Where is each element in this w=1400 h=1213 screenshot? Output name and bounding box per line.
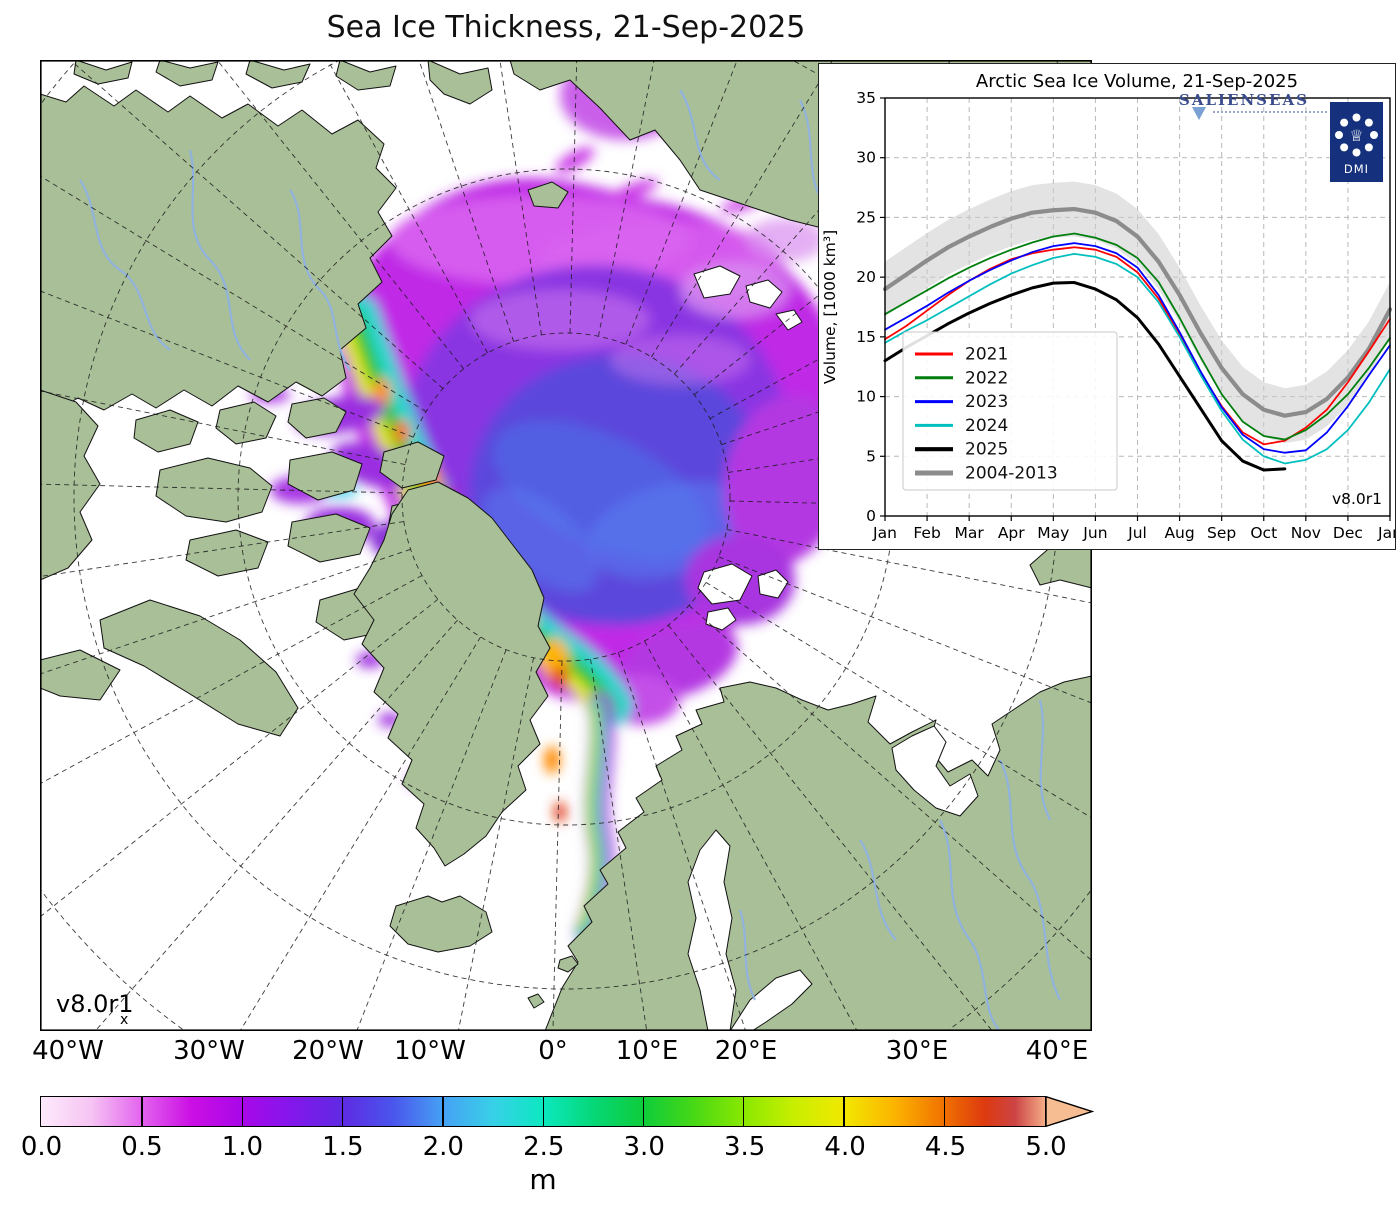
map-longitude-label: 10°W	[394, 1036, 466, 1066]
colorbar-tick-label: 1.5	[322, 1132, 364, 1162]
salienseas-logo: SALIENSEAS	[1179, 90, 1344, 130]
chart-x-tick-label: Feb	[913, 524, 940, 542]
legend-label: 2024	[965, 416, 1008, 436]
chart-x-tick-label: Sep	[1207, 524, 1236, 542]
chart-x-tick-label: Oct	[1250, 524, 1277, 542]
map-version-label: v8.0r1	[56, 990, 134, 1018]
latitude-circle	[401, 332, 731, 662]
dmi-dots-icon	[1335, 113, 1378, 157]
legend-label: 2023	[965, 392, 1008, 412]
chart-legend: 2021 2022 2023 2024 2025 2004-2013	[902, 331, 1118, 491]
volume-inset-chart: JanFebMarAprMayJunJulAugSepOctNovDecJan0…	[818, 63, 1396, 550]
dmi-crown-icon: ♕	[1349, 126, 1363, 145]
chart-y-tick-label: 15	[856, 328, 876, 346]
map-longitude-label: 20°E	[714, 1036, 778, 1066]
colorbar-tick-label: 4.0	[824, 1132, 866, 1162]
colorbar-tick-label: 4.5	[924, 1132, 967, 1162]
colorbar-tick	[542, 1097, 544, 1126]
map-longitude-label: 20°W	[292, 1036, 364, 1066]
chart-y-tick-label: 5	[866, 447, 876, 465]
colorbar-tick	[843, 1097, 845, 1126]
legend-box	[902, 331, 1118, 491]
map-longitude-label: 30°W	[173, 1036, 245, 1066]
chart-y-tick-label: 35	[856, 89, 876, 107]
colorbar-tick-label: 2.5	[523, 1132, 565, 1162]
colorbar-tick	[241, 1097, 243, 1126]
chart-line-2023	[884, 242, 1391, 454]
chart-x-tick-label: Nov	[1291, 524, 1321, 542]
chart-axis-labels: JanFebMarAprMayJunJulAugSepOctNovDecJan0…	[856, 89, 1395, 542]
chart-title: Arctic Sea Ice Volume, 21-Sep-2025	[976, 71, 1298, 92]
salienseas-logo-text: SALIENSEAS	[1179, 91, 1309, 109]
chart-x-tick-label: Jan	[1377, 524, 1395, 542]
colorbar-extend-arrow	[1046, 1096, 1094, 1127]
chart-x-tick-label: Jun	[1082, 524, 1107, 542]
colorbar-tick	[141, 1097, 143, 1126]
map-longitude-label: 40°E	[1025, 1036, 1089, 1066]
salienseas-tagline-dots	[1213, 111, 1327, 113]
colorbar-tick-label: 2.0	[422, 1132, 464, 1162]
colorbar-tick-label: 1.0	[221, 1132, 264, 1162]
dmi-logo-text: DMI	[1344, 162, 1369, 176]
chart-x-tick-label: Mar	[955, 524, 985, 542]
chart-axis-ticks	[880, 97, 1391, 521]
chart-y-tick-label: 20	[856, 268, 876, 286]
chart-line-2022	[884, 232, 1391, 441]
climatology-band	[885, 181, 1390, 444]
colorbar-tick	[943, 1097, 946, 1126]
legend-label: 2025	[965, 440, 1008, 460]
map-longitude-label: 40°W	[32, 1036, 104, 1066]
chart-y-axis-label: Volume, [1000 km³]	[821, 230, 839, 384]
chart-x-tick-label: Aug	[1164, 524, 1194, 542]
chart-line-2024	[884, 252, 1391, 465]
volume-chart-canvas: JanFebMarAprMayJunJulAugSepOctNovDecJan0…	[821, 71, 1395, 542]
colorbar-tick	[642, 1097, 645, 1126]
map-longitude-label: 10°E	[615, 1036, 679, 1066]
snow-islands	[693, 265, 803, 631]
map-longitude-label: 30°E	[885, 1036, 949, 1066]
map-point-marker: x	[120, 1012, 128, 1028]
chart-y-tick-label: 30	[856, 149, 876, 167]
colorbar-unit-label: m	[529, 1163, 557, 1196]
colorbar-tick-label: 0.5	[121, 1132, 163, 1162]
rivers	[79, 89, 1061, 1032]
colorbar-tick-label: 3.5	[723, 1132, 766, 1162]
chart-line-2025	[883, 281, 1287, 472]
colorbar-tick-label: 0.0	[20, 1132, 63, 1162]
chart-version-label: v8.0r1	[1332, 490, 1382, 508]
legend-label: 2022	[965, 368, 1008, 388]
map-longitude-label: 0°	[538, 1036, 568, 1066]
colorbar-tick-label: 5.0	[1025, 1132, 1067, 1162]
colorbar-tick-label: 3.0	[623, 1132, 665, 1162]
legend-label: 2004-2013	[965, 464, 1058, 484]
colorbar-tick	[743, 1097, 745, 1126]
dmi-logo: ♕ DMI	[1330, 102, 1383, 182]
chart-y-tick-label: 25	[856, 208, 876, 226]
chart-x-tick-label: Jul	[1127, 524, 1147, 542]
chart-x-tick-label: Apr	[998, 524, 1025, 542]
legend-label: 2021	[965, 345, 1008, 365]
thickness-colorbar	[40, 1096, 1046, 1127]
chart-y-tick-label: 10	[856, 388, 876, 406]
chart-x-tick-label: Jan	[872, 524, 897, 542]
page-title: Sea Ice Thickness, 21-Sep-2025	[326, 10, 806, 45]
chart-line-2004-2013	[882, 206, 1393, 418]
chart-x-tick-label: May	[1037, 524, 1069, 542]
chart-y-tick-label: 0	[866, 507, 876, 525]
colorbar-tick	[442, 1097, 444, 1126]
salienseas-sail-icon	[1192, 107, 1206, 120]
colorbar-tick	[341, 1097, 344, 1126]
chart-x-tick-label: Dec	[1333, 524, 1363, 542]
